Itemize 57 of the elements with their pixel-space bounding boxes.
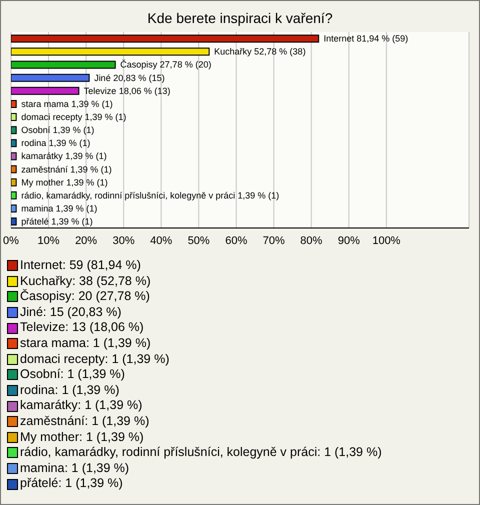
x-tick-label: 10% [38,234,60,247]
bar [11,113,17,122]
chart-title: Kde berete inspiraci k vaření? [146,10,334,26]
x-tick-label: 100% [372,234,401,247]
text: kamarátky: 1 (1,39 %) [20,398,142,414]
x-tick-label: 90% [338,234,360,247]
data-label: Kuchařky 52,78 % (38) [214,46,306,57]
x-tick-label: 40% [150,234,172,247]
data-label: domaci recepty 1,39 % (1) [21,112,126,122]
bar [11,34,320,43]
text: rádio, kamarádky, rodinní příslušníci, kolegyně v práci: 1 (1,39 %) [20,445,382,461]
text: stara mama: 1 (1,39 %) [20,336,151,352]
data-label: Osobní 1,39 % (1) [21,125,94,136]
data-label: rádio, kamarádky, rodinní příslušníci, kolegyně v práci 1,39 % (1) [21,190,280,200]
text: Internet: 59 (81,94 %) [20,258,141,274]
bar [11,204,17,212]
text: mamina: 1 (1,39 %) [20,460,130,476]
text: Kuchařky: 38 (52,78 %) [20,274,151,289]
data-label: stara mama 1,39 % (1) [21,98,113,109]
data-label: Internet 81,94 % (59) [324,34,408,44]
bar [11,86,80,95]
bar [11,191,17,200]
data-label: Jiné 20,83 % (15) [94,72,165,83]
data-label: rodina 1,39 % (1) [21,138,90,148]
text: Osobní: 1 (1,39 %) [20,367,125,383]
bar [11,178,17,186]
bar [11,48,210,56]
text: rodina: 1 (1,39 %) [20,382,120,398]
text: Televize: 13 (18,06 %) [20,320,144,336]
text: přátelé: 1 (1,39 %) [20,476,123,492]
x-tick-label: 50% [188,234,210,247]
data-label: zaměstnání 1,39 % (1) [21,164,112,174]
bar [11,60,116,69]
bar [11,126,17,134]
x-tick-label: 0% [3,234,20,247]
bar [11,152,17,160]
x-tick-label: 80% [300,234,323,247]
text: Jiné: 15 (20,83 %) [20,304,122,320]
data-label: přátelé 1,39 % (1) [21,216,93,227]
bar [11,165,17,174]
data-label: Časopisy 27,78 % (20) [120,60,212,70]
bar [11,139,17,148]
text: Časopisy: 20 (27,78 %) [20,289,150,305]
x-tick-label: 60% [225,234,248,247]
bar [11,218,17,226]
x-tick-label: 30% [112,234,135,247]
text: zaměstnání: 1 (1,39 %) [20,414,150,430]
data-label: kamarátky 1,39 % (1) [21,151,107,162]
bar [11,74,90,82]
data-label: mamina 1,39 % (1) [21,203,98,214]
data-label: My mother 1,39 % (1) [21,177,108,188]
text: My mother: 1 (1,39 %) [20,430,144,446]
x-tick-label: 70% [262,234,286,247]
bar [11,100,17,108]
x-tick-label: 20% [75,234,98,247]
data-label: Televize 18,06 % (13) [84,86,170,96]
text: domaci recepty: 1 (1,39 %) [20,352,170,368]
